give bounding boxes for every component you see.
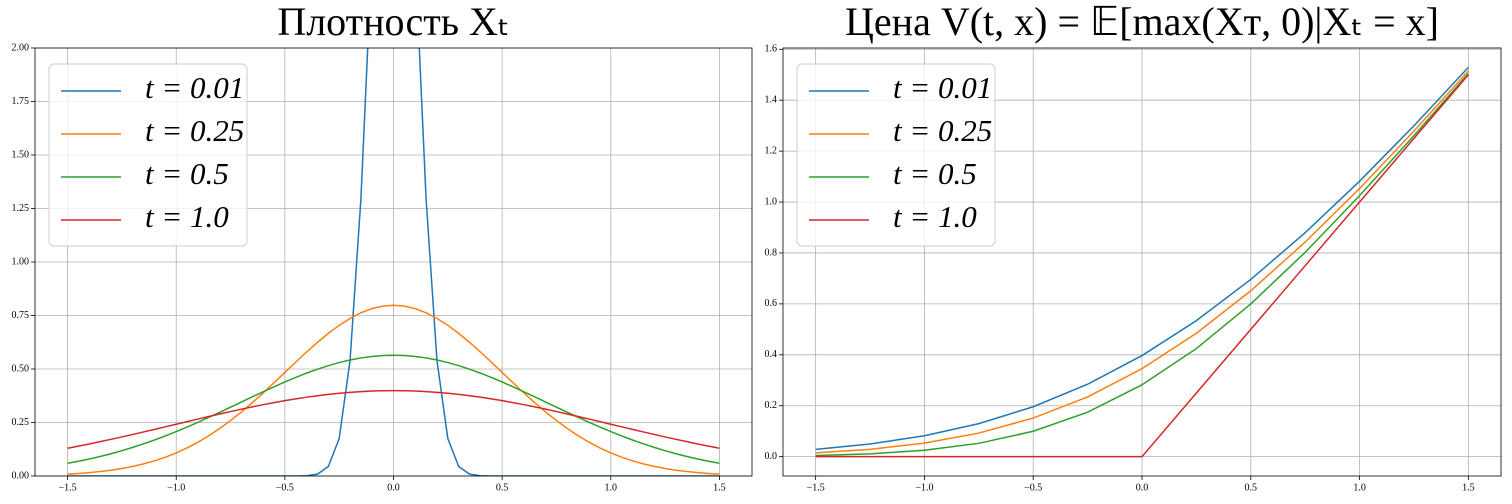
x-tick-label: 0.5 xyxy=(496,482,509,493)
y-tick-label: 1.50 xyxy=(12,149,30,160)
x-tick-label: −1.5 xyxy=(59,482,77,493)
y-tick-label: 1.25 xyxy=(12,203,30,214)
series-line xyxy=(815,66,1469,451)
legend-label: t = 0.5 xyxy=(145,156,229,191)
x-tick-label: 1.0 xyxy=(605,482,618,493)
legend-label: t = 0.25 xyxy=(893,113,992,148)
y-tick-label: 1.75 xyxy=(12,96,30,107)
x-tick-label: 0.5 xyxy=(1245,482,1258,493)
y-tick-label: 0.75 xyxy=(12,310,30,321)
legend-label: t = 0.5 xyxy=(893,156,977,191)
axes-frame xyxy=(782,47,1502,477)
legend-label: t = 1.0 xyxy=(145,199,229,234)
y-tick-label: 2.00 xyxy=(12,42,30,53)
y-tick-label: 0.2 xyxy=(765,400,778,411)
chart-panel: Плотность Xₜ −1.5 −1.0 −0.5 0.0 0.5 1.0 1.5 0.00… xyxy=(12,0,753,493)
x-tick-label: 1.5 xyxy=(1462,482,1475,493)
x-tick-label: 1.0 xyxy=(1353,482,1366,493)
y-tick-label: 1.6 xyxy=(765,44,778,55)
series-line xyxy=(815,73,1469,457)
legend: t = 0.01 t = 0.25 t = 0.5 t = 1.0 xyxy=(48,63,248,247)
series-line xyxy=(815,70,1469,454)
chart-title: Цена V(t, x) = 𝔼[max(Xᴛ, 0)|Xₜ = x] xyxy=(845,0,1439,44)
y-tick-label: 0.00 xyxy=(12,470,30,481)
y-tick-label: 1.4 xyxy=(765,94,778,105)
y-tick-label: 0.6 xyxy=(765,298,778,309)
x-tick-label: 1.5 xyxy=(713,482,726,493)
y-tick-label: 1.2 xyxy=(765,145,778,156)
legend-box xyxy=(796,63,996,247)
x-tick-label: −1.5 xyxy=(807,482,825,493)
axes-frame xyxy=(34,47,753,477)
y-tick-label: 0.25 xyxy=(12,417,30,428)
y-tick-label: 0.8 xyxy=(765,247,778,258)
legend-box xyxy=(48,63,248,247)
y-tick-label: 1.0 xyxy=(765,196,778,207)
chart-title: Плотность Xₜ xyxy=(277,0,509,44)
series-line xyxy=(67,389,720,450)
series-line xyxy=(67,304,720,475)
y-tick-label: 0.0 xyxy=(765,451,778,462)
x-tick-label: 0.0 xyxy=(1136,482,1149,493)
legend-label: t = 1.0 xyxy=(893,199,977,234)
x-tick-label: −0.5 xyxy=(1024,482,1042,493)
legend-label: t = 0.01 xyxy=(893,70,992,105)
legend-label: t = 0.01 xyxy=(145,70,244,105)
series-line xyxy=(815,74,1469,458)
legend-label: t = 0.25 xyxy=(145,113,244,148)
y-tick-label: 0.50 xyxy=(12,363,30,374)
y-tick-label: 1.00 xyxy=(12,256,30,267)
x-tick-label: −1.0 xyxy=(167,482,185,493)
y-tick-label: 0.4 xyxy=(765,349,778,360)
x-tick-label: −1.0 xyxy=(915,482,933,493)
legend: t = 0.01 t = 0.25 t = 0.5 t = 1.0 xyxy=(796,63,996,247)
x-tick-label: −0.5 xyxy=(276,482,294,493)
x-tick-label: 0.0 xyxy=(387,482,400,493)
chart-panel: Цена V(t, x) = 𝔼[max(Xᴛ, 0)|Xₜ = x] −1.5 −… xyxy=(765,0,1502,493)
series-line xyxy=(67,354,720,465)
